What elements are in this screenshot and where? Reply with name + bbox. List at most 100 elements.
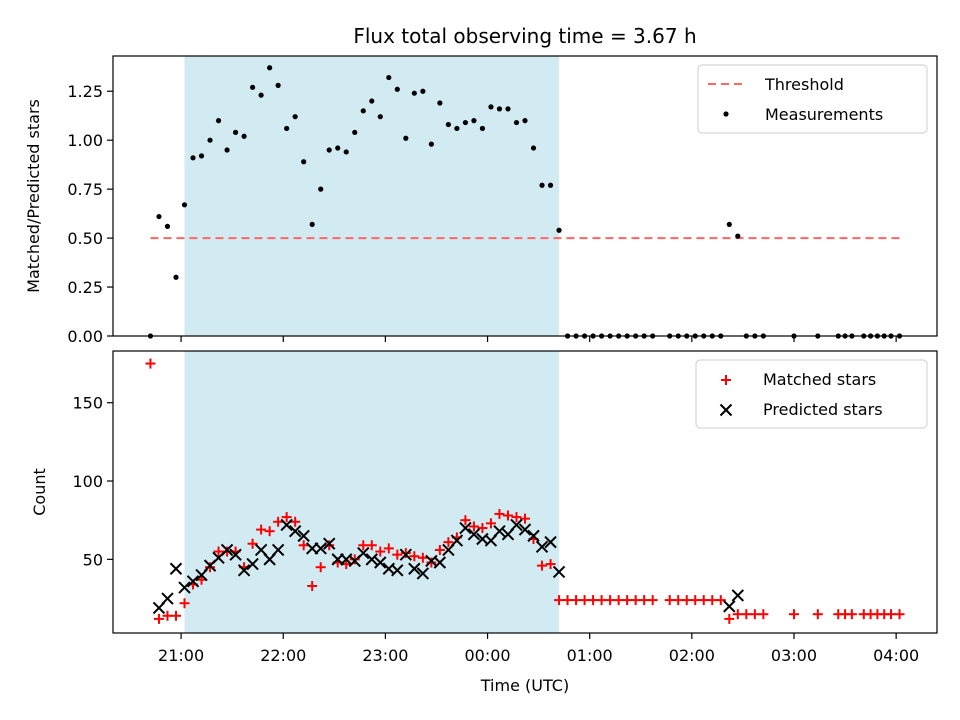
measurement-point	[224, 147, 230, 153]
measurement-point	[207, 137, 213, 143]
matched-star-point	[358, 540, 369, 551]
top-y-tick-label: 0.75	[67, 180, 103, 199]
measurement-point	[232, 129, 239, 135]
measurement-point	[275, 82, 281, 88]
matched-star-point	[741, 609, 752, 620]
measurement-point	[513, 119, 520, 126]
measurement-point	[547, 182, 554, 188]
predicted-star-point	[535, 540, 549, 554]
matched-star-point	[153, 613, 164, 624]
matched-star-point	[443, 537, 454, 548]
measurement-point	[420, 88, 426, 94]
top-y-tick-label: 0.25	[67, 278, 103, 297]
predicted-star-point	[510, 518, 523, 532]
matched-star-point	[290, 516, 301, 527]
matched-star-point	[732, 609, 743, 620]
matched-star-point	[273, 516, 284, 527]
matched-star-point	[179, 598, 190, 609]
matched-star-point	[366, 540, 377, 551]
predicted-star-point	[357, 546, 370, 560]
top-y-tick-label: 0.00	[67, 327, 103, 346]
matched-star-point	[673, 595, 684, 606]
measurement-point	[437, 100, 443, 106]
measurement-point	[496, 106, 503, 112]
top-axes-frame	[112, 55, 938, 337]
predicted-star-point	[433, 556, 447, 569]
top-observing-span	[184, 56, 560, 336]
predicted-star-point	[288, 524, 302, 538]
matched-star-point	[417, 552, 428, 563]
matched-star-point	[392, 549, 403, 560]
matched-star-point	[468, 521, 479, 532]
matched-star-point	[434, 544, 445, 555]
matched-star-point	[485, 518, 496, 529]
predicted-star-point	[161, 592, 174, 605]
matched-star-point	[375, 546, 386, 557]
bottom-panel: 50 100 150 21:00 22:00 23:00 00:00 01:00 02:00 0…	[30, 350, 938, 695]
matched-star-point	[349, 554, 360, 565]
measurement-point	[198, 153, 205, 159]
bottom-y-tick-label: 100	[72, 472, 103, 491]
matched-star-point	[707, 595, 718, 606]
measurement-point	[292, 114, 298, 120]
predicted-star-point	[450, 534, 464, 547]
matched-star-point	[894, 609, 905, 620]
matched-star-point	[724, 613, 735, 624]
predicted-star-point	[467, 528, 481, 541]
measurement-point	[522, 118, 528, 124]
bottom-y-tick-label: 150	[72, 394, 103, 413]
predicted-star-point	[271, 543, 285, 557]
predicted-star-point	[723, 600, 736, 613]
matched-star-point	[324, 540, 335, 551]
predicted-star-point	[237, 564, 251, 577]
measurement-point	[462, 119, 469, 126]
measurement-point	[258, 92, 264, 98]
top-legend-box	[697, 64, 928, 134]
matched-star-point	[715, 595, 726, 606]
x-tick-label: 03:00	[771, 646, 817, 665]
matched-star-point	[579, 595, 590, 606]
predicted-star-point	[169, 562, 183, 575]
legend-matched-swatch	[721, 375, 731, 385]
matched-star-point	[812, 609, 823, 620]
measurement-point	[386, 74, 392, 81]
x-tick-label: 22:00	[260, 646, 306, 665]
measurement-point	[360, 108, 366, 114]
matched-star-point	[205, 562, 216, 573]
predicted-star-point	[493, 524, 506, 538]
measurement-point	[479, 125, 486, 132]
measurement-point	[530, 145, 537, 151]
bottom-legend: Matched stars Predicted stars	[695, 359, 928, 429]
matched-star-point	[622, 595, 633, 606]
predicted-star-point	[391, 564, 404, 577]
measurement-point	[326, 147, 332, 153]
matched-star-point	[605, 595, 616, 606]
matched-star-point	[281, 512, 292, 523]
predicted-star-point	[280, 518, 293, 532]
bottom-axes-frame	[112, 350, 938, 634]
measurement-point	[190, 155, 196, 161]
legend-measurements-swatch	[723, 111, 729, 117]
top-y-tick-label: 1.25	[67, 82, 103, 101]
matched-star-point	[307, 581, 318, 591]
x-tick-label: 01:00	[567, 646, 613, 665]
matched-star-point	[698, 595, 709, 606]
predicted-star-point	[527, 529, 540, 543]
bottom-legend-box	[695, 359, 928, 429]
predicted-star-point	[314, 542, 327, 555]
predicted-stars-points	[152, 518, 745, 615]
measurement-point	[556, 227, 562, 233]
matched-star-point	[571, 595, 582, 606]
measurement-point	[241, 133, 247, 139]
measurement-point	[454, 125, 460, 132]
measurement-point	[215, 118, 222, 124]
measurement-point	[488, 104, 494, 110]
matched-star-point	[213, 546, 224, 557]
bottom-y-axis-label: Count	[30, 468, 49, 516]
predicted-star-point	[399, 548, 413, 561]
measurement-point	[377, 114, 383, 120]
matched-star-point	[162, 610, 173, 621]
predicted-star-point	[459, 521, 472, 535]
matched-star-point	[511, 512, 522, 523]
measurement-point	[411, 90, 417, 96]
